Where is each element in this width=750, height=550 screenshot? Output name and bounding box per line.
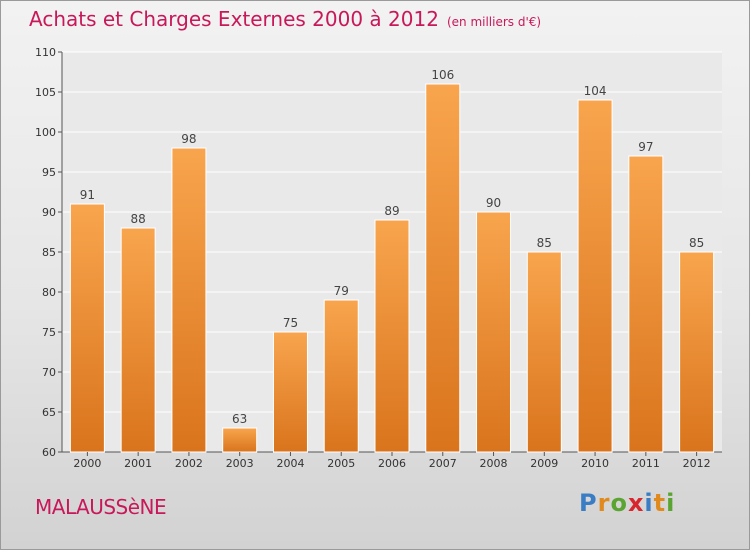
- x-tick-label: 2002: [175, 457, 203, 470]
- y-tick-label: 110: [35, 46, 56, 59]
- x-tick-label: 2007: [429, 457, 457, 470]
- y-tick-label: 105: [35, 86, 56, 99]
- proxiti-logo: Proxiti: [579, 489, 675, 517]
- data-label: 85: [537, 236, 552, 250]
- bar: [69, 203, 105, 453]
- data-label: 79: [334, 284, 349, 298]
- bar: [222, 427, 258, 453]
- bar: [476, 211, 512, 453]
- city-name: MALAUSSèNE: [35, 495, 167, 519]
- data-label: 104: [584, 84, 607, 98]
- x-tick-label: 2010: [581, 457, 609, 470]
- x-tick-label: 2006: [378, 457, 406, 470]
- data-label: 85: [689, 236, 704, 250]
- logo-letter: i: [644, 489, 654, 517]
- x-tick-label: 2003: [226, 457, 254, 470]
- data-label: 106: [431, 68, 454, 82]
- y-tick-label: 85: [42, 246, 56, 259]
- bar: [171, 147, 207, 453]
- y-tick-label: 100: [35, 126, 56, 139]
- bar: [526, 251, 562, 453]
- x-tick-label: 2000: [73, 457, 101, 470]
- bar: [323, 299, 359, 453]
- data-label: 75: [283, 316, 298, 330]
- bar: [425, 83, 461, 453]
- y-tick-label: 90: [42, 206, 56, 219]
- y-tick-label: 75: [42, 326, 56, 339]
- data-label: 90: [486, 196, 501, 210]
- y-tick-label: 80: [42, 286, 56, 299]
- bar: [577, 99, 613, 453]
- logo-letter: i: [666, 489, 676, 517]
- y-tick-label: 70: [42, 366, 56, 379]
- data-label: 98: [181, 132, 196, 146]
- data-label: 89: [384, 204, 399, 218]
- logo-letter: o: [610, 489, 628, 517]
- x-tick-label: 2012: [683, 457, 711, 470]
- x-tick-label: 2008: [480, 457, 508, 470]
- logo-letter: P: [579, 489, 598, 517]
- bar: [374, 219, 410, 453]
- bar: [120, 227, 156, 453]
- logo-letter: t: [653, 489, 667, 517]
- bar: [272, 331, 308, 453]
- x-tick-label: 2009: [530, 457, 558, 470]
- y-tick-label: 65: [42, 406, 56, 419]
- x-tick-label: 2005: [327, 457, 355, 470]
- y-tick-label: 95: [42, 166, 56, 179]
- data-label: 97: [638, 140, 653, 154]
- bar: [628, 155, 664, 453]
- x-tick-label: 2004: [276, 457, 304, 470]
- logo-letter: r: [597, 489, 611, 517]
- bar: [679, 251, 715, 453]
- x-tick-label: 2001: [124, 457, 152, 470]
- data-label: 91: [80, 188, 95, 202]
- chart-title-text: Achats et Charges Externes 2000 à 2012: [29, 7, 439, 31]
- logo-letter: x: [627, 489, 645, 517]
- chart-subtitle: (en milliers d'€): [446, 15, 542, 29]
- y-tick-label: 60: [42, 446, 56, 459]
- x-tick-label: 2011: [632, 457, 660, 470]
- data-label: 63: [232, 412, 247, 426]
- chart-title: Achats et Charges Externes 2000 à 2012 (e…: [29, 7, 541, 31]
- data-label: 88: [131, 212, 146, 226]
